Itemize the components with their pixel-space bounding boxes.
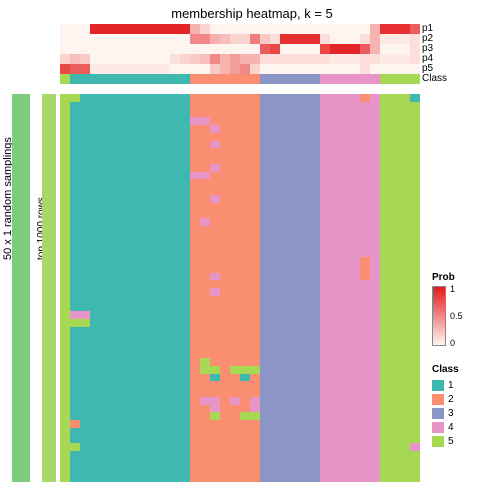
prob-gradient-bar	[432, 286, 446, 346]
heatmap-column	[220, 94, 230, 482]
legend-class-items: 12345	[432, 378, 459, 448]
legend-class-item: 4	[432, 420, 459, 434]
heatmap-column	[330, 94, 340, 482]
heatmap-column	[350, 94, 360, 482]
heatmap-column	[280, 94, 290, 482]
heatmap-column	[390, 94, 400, 482]
heatmap-column	[300, 94, 310, 482]
prob-row-p5	[60, 64, 420, 74]
heatmap-column	[120, 94, 130, 482]
heatmap-column	[360, 94, 370, 482]
sampling-bar	[12, 94, 30, 482]
heatmap-column	[240, 94, 250, 482]
heatmap-column	[400, 94, 410, 482]
heatmap-column	[100, 94, 110, 482]
heatmap-column	[270, 94, 280, 482]
row-label-class: Class	[422, 74, 447, 84]
legend-swatch	[432, 380, 444, 391]
prob-row-p1	[60, 24, 420, 34]
legend-class-item: 2	[432, 392, 459, 406]
heatmap-column	[70, 94, 80, 482]
heatmap-column	[150, 94, 160, 482]
heatmap-column	[410, 94, 420, 482]
chart-title: membership heatmap, k = 5	[0, 6, 504, 21]
legend-class-item: 3	[432, 406, 459, 420]
heatmap-column	[200, 94, 210, 482]
legend-class-item: 5	[432, 434, 459, 448]
legend-swatch	[432, 422, 444, 433]
heatmap-column	[180, 94, 190, 482]
prob-gradient-labels: 1 0.5 0	[450, 284, 463, 348]
class-annotation-row	[60, 74, 420, 84]
heatmap-column	[60, 94, 70, 482]
legend-class-item: 1	[432, 378, 459, 392]
heatmap-column	[230, 94, 240, 482]
prob-row-p4	[60, 54, 420, 64]
heatmap-column	[370, 94, 380, 482]
heatmap-column	[190, 94, 200, 482]
heatmap-column	[320, 94, 330, 482]
heatmap-column	[80, 94, 90, 482]
probability-rows	[60, 24, 420, 74]
legend-swatch	[432, 436, 444, 447]
heatmap-column	[340, 94, 350, 482]
heatmap-column	[140, 94, 150, 482]
heatmap-column	[160, 94, 170, 482]
heatmap-column	[250, 94, 260, 482]
legend-prob-title: Prob	[432, 272, 455, 283]
right-row-labels: p1p2p3p4p5Class	[422, 24, 447, 84]
legend-prob: Prob 1 0.5 0	[432, 272, 455, 346]
legend-class-title: Class	[432, 364, 459, 375]
legend-swatch	[432, 394, 444, 405]
heatmap-column	[310, 94, 320, 482]
heatmap-column	[260, 94, 270, 482]
legend-class: Class 12345	[432, 364, 459, 448]
heatmap-column	[130, 94, 140, 482]
heatmap-main	[60, 24, 420, 482]
heatmap-column	[210, 94, 220, 482]
heatmap-column	[110, 94, 120, 482]
heatmap-column	[170, 94, 180, 482]
heatmap-column	[90, 94, 100, 482]
row-annotation-bar	[42, 94, 56, 482]
heatmap-column	[380, 94, 390, 482]
prob-row-p3	[60, 44, 420, 54]
prob-row-p2	[60, 34, 420, 44]
heatmap-body	[60, 94, 420, 482]
heatmap-column	[290, 94, 300, 482]
legend-swatch	[432, 408, 444, 419]
